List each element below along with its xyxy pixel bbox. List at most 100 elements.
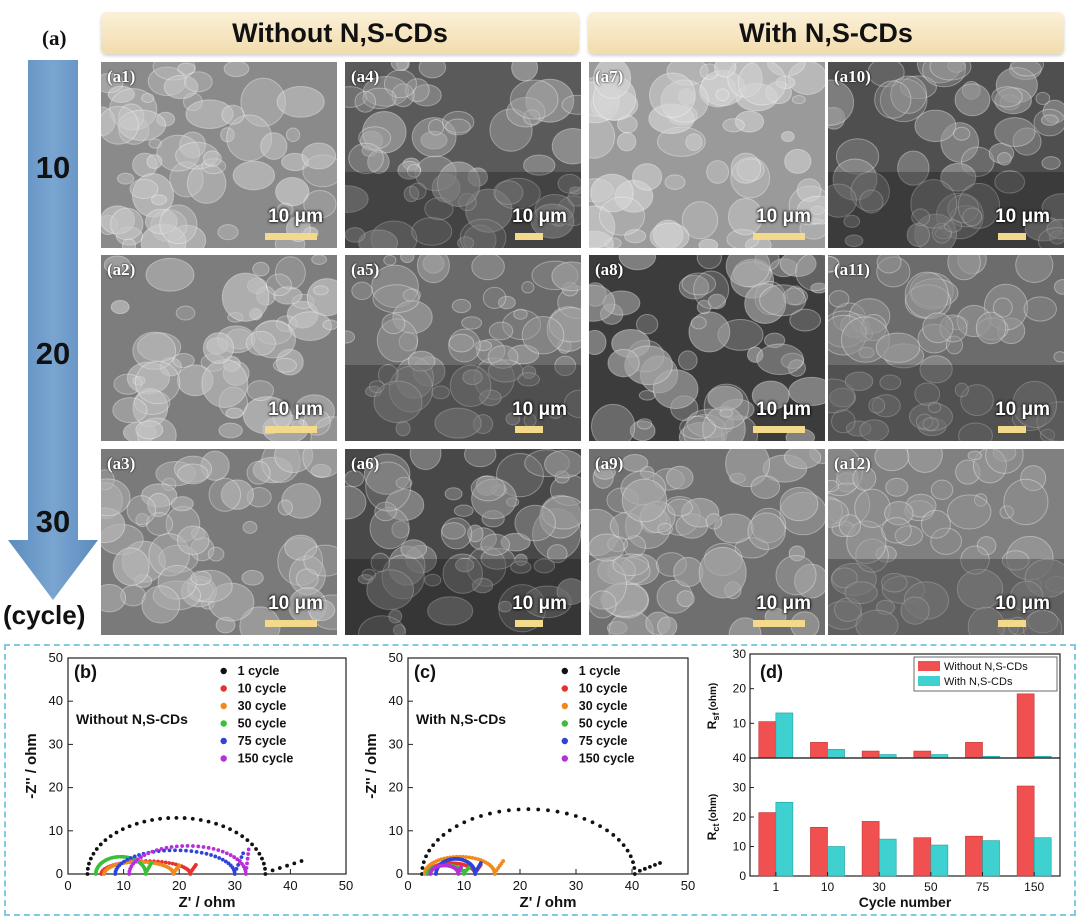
y-tick-label: 0 [739,869,746,883]
data-point [526,807,531,812]
data-point [467,855,472,860]
data-point [221,824,226,829]
scale-bar [515,233,543,240]
bar-with [775,712,794,759]
data-point [424,854,428,859]
scale-bar-label: 10 μm [995,593,1050,614]
sem-image: (a3) 10 μm [101,449,337,635]
cycle-tick-10: 10 [35,150,71,185]
data-point [263,872,268,876]
sem-image-label: (a2) [107,260,136,279]
data-point [441,833,446,837]
data-point [128,856,133,860]
sem-image: (a8) 10 μm [589,255,825,441]
scale-bar-label: 10 μm [756,593,811,614]
sem-texture [589,449,825,635]
sem-texture [828,449,1064,635]
panel-label: (d) [760,662,783,682]
sem-image-label: (a12) [834,454,871,473]
sem-image: (a4) 10 μm [345,62,581,248]
data-point [228,827,232,832]
data-point [142,853,147,857]
data-point [91,851,96,856]
data-point [196,844,201,849]
sem-image: (a12) 10 μm [828,449,1064,635]
scale-bar-label: 10 μm [268,206,323,227]
y-axis-label: -Z'' / ohm [363,733,380,798]
sem-image-label: (a8) [595,260,624,279]
data-point [198,818,203,822]
scale-bar-label: 10 μm [512,399,567,420]
sem-image-label: (a6) [351,454,380,473]
data-point [173,848,177,853]
data-point [199,850,204,855]
x-tick-label: 30 [569,878,583,893]
legend-entry: 1 cycle [238,664,280,678]
sem-image: (a6) 10 μm [345,449,581,635]
bar-with [878,838,897,877]
data-point [621,843,626,848]
data-point [246,852,251,856]
data-point [164,845,169,850]
scale-bar [753,620,805,627]
x-tick-label: 0 [404,878,411,893]
data-point [263,866,267,871]
data-point [234,866,239,871]
data-point [150,849,155,854]
data-point [177,863,182,868]
x-tick-label: 30 [228,878,242,893]
y-tick-label: 20 [389,780,403,795]
data-point [605,828,609,833]
data-point [143,872,148,876]
data-point [260,856,264,861]
y-tick-label: 40 [389,693,403,708]
bar-without [861,750,880,759]
legend-marker [561,702,568,710]
data-point [214,821,218,826]
nyquist-series [428,863,464,876]
data-point [236,863,241,867]
chart-annotation: Without N,S-CDs [76,711,188,727]
x-tick-label: 1 [772,880,779,894]
scale-bar [515,426,543,433]
data-point [174,815,179,820]
data-point [564,811,569,816]
data-point [180,844,185,848]
data-point [184,848,188,853]
data-point [224,851,229,856]
scale-bar [998,426,1026,433]
x-tick-label: 40 [625,878,639,893]
data-point [182,816,187,820]
data-point [120,827,125,832]
sem-texture [589,62,825,248]
legend-marker [561,755,568,762]
legend-entry: 75 cycle [579,734,628,748]
data-point [232,855,237,859]
data-point [478,861,483,865]
data-point [299,859,304,863]
bar-without [965,742,983,759]
data-point [257,851,262,856]
nyquist-series [420,807,662,876]
bar-without [1016,693,1035,759]
scale-bar [753,426,805,433]
data-point [628,854,633,859]
data-point [244,872,248,876]
scale-bar-label: 10 μm [268,593,323,614]
data-point [431,843,436,848]
data-point [501,859,506,863]
data-point [461,854,465,859]
data-point [189,849,194,854]
data-point [103,838,108,843]
x-axis-label: Z' / ohm [520,894,577,911]
y-tick-label: 50 [49,650,63,665]
data-point [209,853,213,857]
x-tick-label: 50 [681,878,695,893]
data-point [244,866,249,870]
bar-with [982,840,1000,877]
data-point [631,860,635,864]
data-point [292,861,297,866]
sem-texture [101,449,337,635]
data-point [166,816,171,820]
x-tick-label: 150 [1024,880,1044,894]
